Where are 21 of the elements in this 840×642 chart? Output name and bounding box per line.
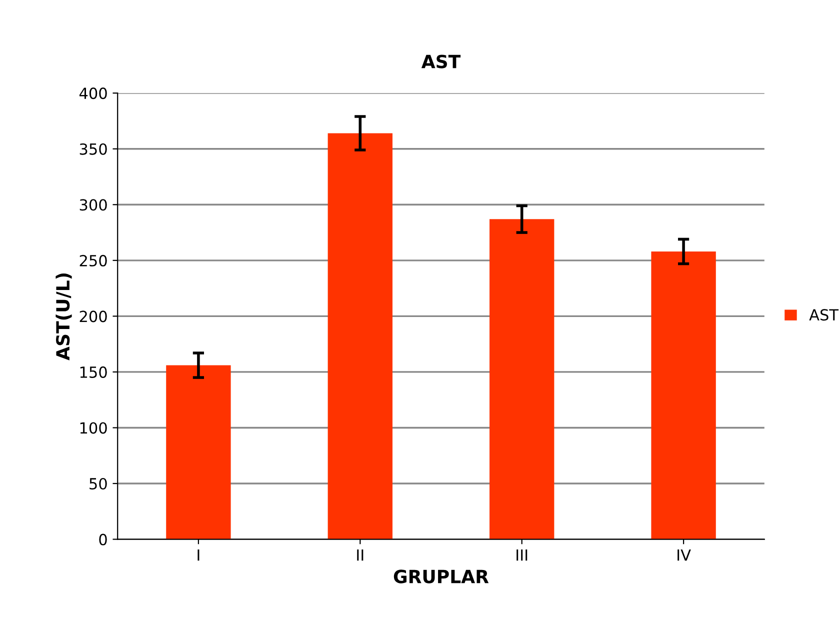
y-tick-label: 250 (80, 254, 107, 266)
bar (651, 251, 716, 540)
x-tick-label: III (516, 549, 528, 561)
x-tick-label: I (198, 549, 200, 561)
y-tick-label: 150 (80, 366, 107, 378)
y-tick-label: 50 (90, 478, 107, 490)
y-tick-label: 300 (80, 199, 107, 211)
y-axis-title: AST(U/L) (56, 273, 72, 360)
y-tick-label: 350 (80, 143, 107, 155)
legend-label: AST (809, 309, 839, 321)
y-tick-label: 0 (99, 534, 107, 546)
x-tick-label: IV (678, 549, 691, 561)
y-tick-label: 100 (80, 422, 107, 434)
x-tick-label: II (357, 549, 364, 561)
y-tick-label: 400 (79, 88, 107, 100)
bar (328, 133, 392, 540)
chart-title: AST (421, 54, 461, 68)
bar (490, 219, 554, 540)
y-tick-label: 200 (80, 310, 107, 322)
x-axis-title: GRUPLAR (394, 570, 489, 584)
bar (166, 365, 231, 540)
